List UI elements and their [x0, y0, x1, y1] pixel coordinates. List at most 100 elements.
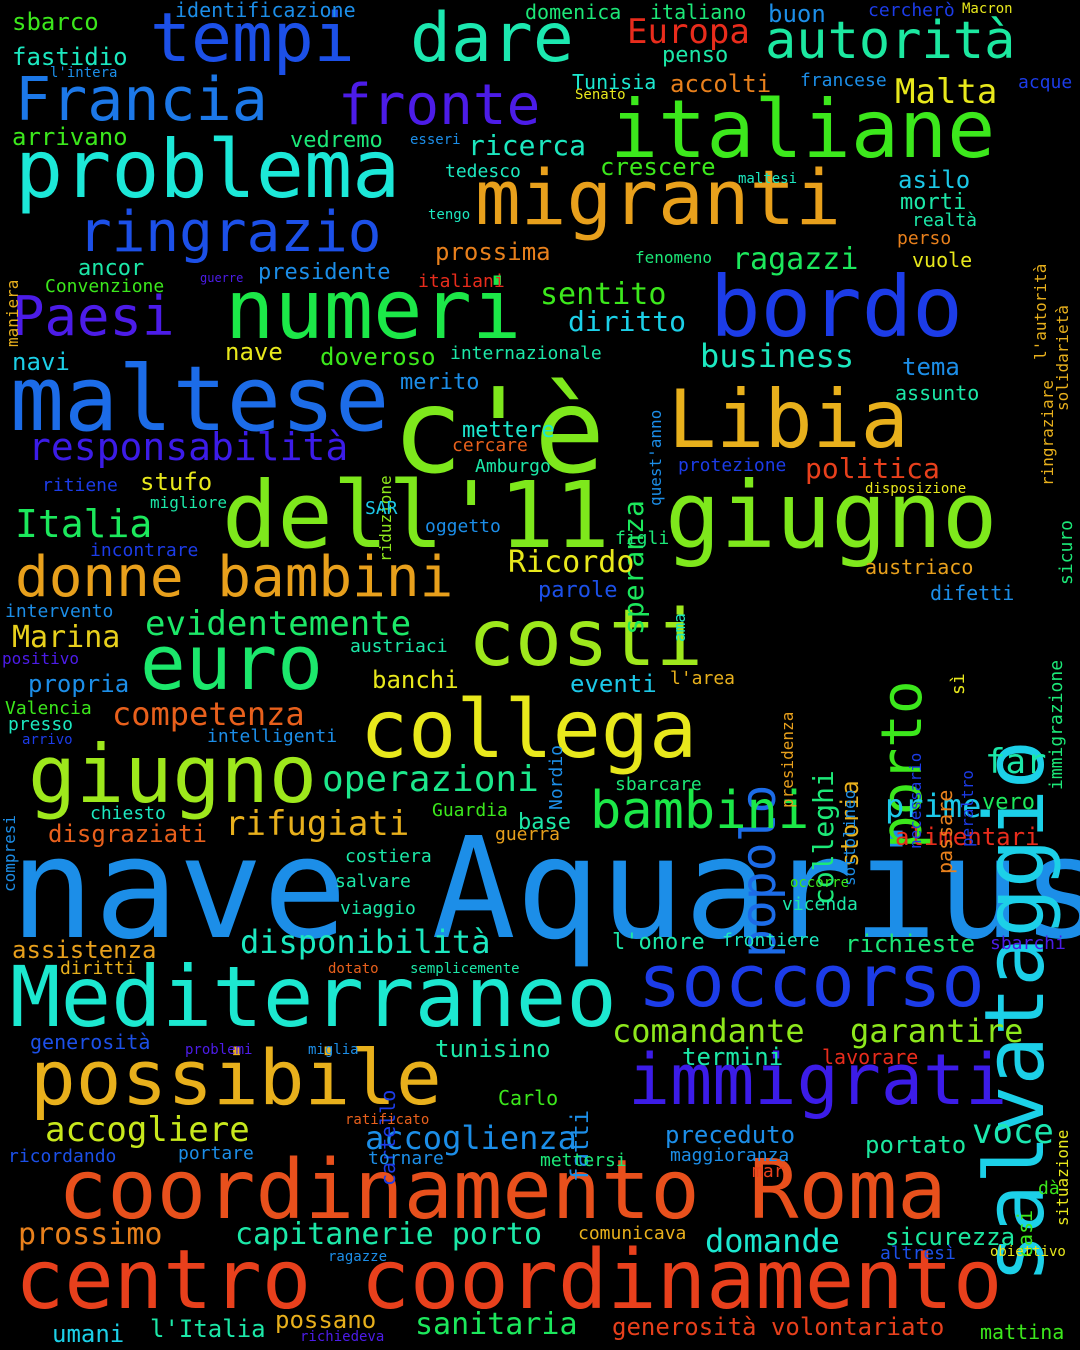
word-ricerca: ricerca [468, 129, 587, 162]
word-sbarco: sbarco [12, 8, 99, 36]
word-l-intera: l'intera [50, 65, 118, 81]
word-crescere: crescere [600, 153, 716, 181]
word-donne-bambini: donne bambini [15, 545, 454, 610]
word-accogliere: accogliere [45, 1110, 250, 1150]
word-realtà: realtà [912, 210, 978, 231]
word-migliore: migliore [150, 493, 228, 512]
word-banchi: banchi [372, 666, 459, 694]
word-presidenza: presidenza [778, 711, 797, 808]
word-libia: Libia [668, 373, 909, 466]
word-termini: termini [682, 1043, 784, 1071]
word-altresì: altresì [880, 1243, 956, 1264]
word-ritiene: ritiene [42, 475, 118, 496]
word-l-italia: l'Italia [150, 1315, 266, 1343]
word-frontiere: frontiere [722, 930, 820, 951]
word-umani: umani [52, 1320, 125, 1348]
word-ringraziare: ringraziare [1038, 380, 1057, 486]
word-accolti: accolti [670, 70, 772, 98]
word-costi: costi [468, 594, 703, 684]
word-marina: Marina [12, 620, 121, 655]
word-prossimo: prossimo [18, 1217, 163, 1252]
word-passare: passare [933, 789, 957, 874]
word-soccorso: soccorso [638, 939, 985, 1023]
word-internazionale: internazionale [450, 343, 602, 364]
word-vedremo: vedremo [290, 128, 383, 153]
word-intervento: intervento [5, 601, 114, 622]
word-migranti: migranti [475, 153, 842, 242]
word-incontrare: incontrare [90, 540, 199, 561]
word-fatti: fatti [566, 1109, 594, 1182]
word-voce: voce [972, 1112, 1054, 1152]
word-asilo: asilo [898, 166, 971, 194]
word-assistenza: assistenza [12, 936, 157, 964]
word-cercherò: cercherò [868, 0, 955, 21]
word-arrivo: arrivo [22, 732, 73, 748]
word-garantire: garantire [850, 1012, 1024, 1050]
word-malta: Malta [895, 72, 998, 112]
word-business: business [700, 337, 855, 375]
word-maltese: maltese [10, 347, 390, 452]
word-presidente: presidente [258, 260, 391, 285]
word-difetti: difetti [930, 581, 1015, 605]
word-evidentemente: evidentemente [145, 604, 412, 644]
word-cercare: cercare [452, 435, 528, 456]
word-mattina: mattina [980, 1320, 1065, 1344]
word-sbarcare: sbarcare [615, 774, 702, 795]
word-solidarietà: solidarietà [1053, 305, 1072, 411]
word-propria: propria [28, 670, 130, 698]
word-carlo: Carlo [498, 1086, 559, 1110]
word-collega: collega [360, 683, 698, 776]
word-occorre: occorre [790, 875, 850, 891]
word-portare: portare [178, 1143, 254, 1164]
word-capitanerie-porto: capitanerie porto [235, 1217, 543, 1252]
word-autorità: autorità [765, 11, 1016, 71]
word-disposizione: disposizione [865, 481, 967, 497]
word-merito: merito [400, 370, 480, 395]
word-disgraziati: disgraziati [48, 820, 207, 848]
word-perso: perso [897, 228, 952, 249]
word-austriaci: austriaci [350, 636, 448, 657]
word-richieste: richieste [845, 930, 976, 958]
word-austriaco: austriaco [865, 555, 974, 579]
word-doveroso: doveroso [320, 343, 436, 371]
word-l-onore: l'onore [612, 930, 705, 955]
word-guerra: guerra [495, 824, 561, 845]
word-oggetto: oggetto [425, 516, 501, 537]
word-lavorare: lavorare [822, 1045, 919, 1069]
word-fenomeno: fenomeno [635, 248, 713, 267]
word-disponibilità: disponibilità [240, 923, 491, 961]
word-problema: problema [15, 123, 401, 216]
word-necessario: necessario [906, 752, 925, 849]
word-mettersi: mettersi [540, 1150, 627, 1171]
word-sì: sì [948, 673, 969, 695]
word-dare: dare [410, 0, 574, 78]
word-tempi: tempi [150, 0, 355, 78]
word-ratificato: ratificato [345, 1112, 430, 1128]
word-eventi: eventi [570, 670, 657, 698]
word-bordo: bordo [710, 258, 963, 356]
word-possibile: possibile [30, 1033, 442, 1122]
word-vuole: vuole [912, 248, 973, 272]
word-richiedeva: richiedeva [300, 1329, 385, 1345]
word-immigrazione: immigrazione [1046, 659, 1067, 790]
word-salvare: salvare [335, 871, 411, 892]
word-cartello: cartello [376, 1089, 400, 1186]
word-morti: morti [900, 190, 967, 215]
word-italiane: italiane [610, 83, 996, 176]
word-mettere: mettere [462, 418, 555, 443]
word-assunto: assunto [895, 381, 980, 405]
word-tunisino: tunisino [435, 1035, 551, 1063]
word-identificazione: identificazione [175, 0, 356, 22]
word-operazioni: operazioni [322, 759, 539, 800]
word-arrivano: arrivano [12, 123, 128, 151]
word-sbarchi: sbarchi [990, 933, 1066, 954]
word-chiesto: chiesto [90, 803, 166, 824]
word-positivo: positivo [2, 649, 80, 668]
word-tedesco: tedesco [445, 161, 521, 182]
word-francese: francese [800, 70, 887, 91]
word-numeri: numeri [225, 263, 522, 358]
word-euro: euro [140, 618, 324, 707]
word-tunisia: Tunisia [572, 70, 657, 94]
word-valencia: Valencia [5, 698, 92, 719]
